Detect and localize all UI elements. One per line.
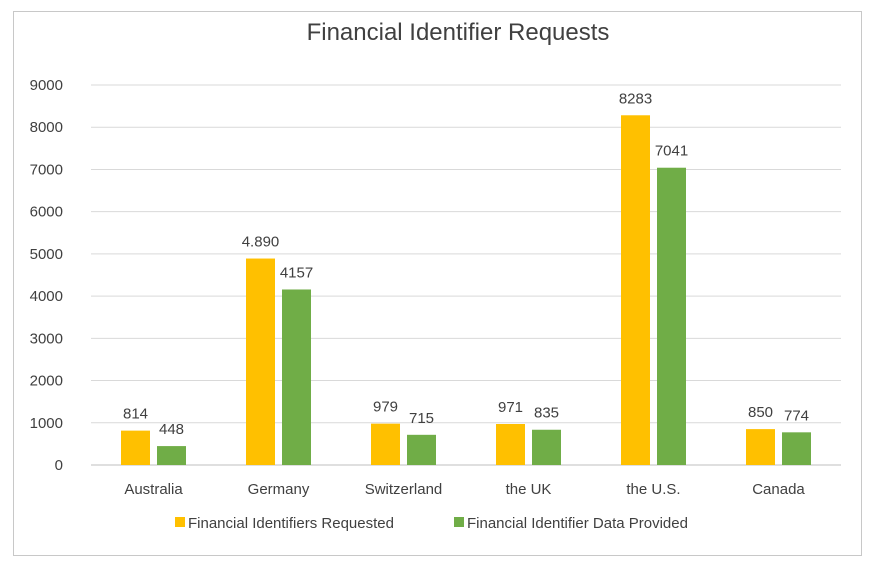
- bar-provided: [782, 432, 811, 465]
- y-axis-ticks: 0 1000 2000 3000 4000 5000 6000 7000 8000 9000: [30, 77, 63, 474]
- data-label: 4157: [280, 264, 313, 281]
- data-label: 835: [534, 405, 559, 422]
- data-label: 774: [784, 407, 809, 424]
- y-tick-label: 5000: [30, 246, 63, 263]
- data-label: 715: [409, 410, 434, 427]
- y-tick-label: 0: [55, 457, 63, 474]
- data-label: 4.890: [242, 234, 280, 251]
- x-category-label: Australia: [124, 481, 183, 498]
- bar-requested: [496, 424, 525, 465]
- bar-requested: [121, 430, 150, 465]
- data-label: 448: [159, 421, 184, 438]
- bar-requested: [246, 258, 275, 465]
- gridlines: [91, 84, 841, 466]
- data-label: 8283: [619, 90, 652, 107]
- legend-swatch: [175, 517, 185, 527]
- x-category-label: the U.S.: [626, 481, 680, 498]
- y-tick-label: 9000: [30, 77, 63, 94]
- legend-swatch: [454, 517, 464, 527]
- data-label: 850: [748, 404, 773, 421]
- x-category-label: the UK: [506, 481, 552, 498]
- data-label: 971: [498, 399, 523, 416]
- data-label: 7041: [655, 143, 688, 160]
- bar-provided: [532, 429, 561, 465]
- bar-provided: [407, 434, 436, 465]
- x-category-label: Germany: [248, 481, 310, 498]
- legend-label: Financial Identifiers Requested: [188, 515, 394, 532]
- bar-provided: [157, 446, 186, 465]
- bar-requested: [371, 423, 400, 465]
- y-tick-label: 4000: [30, 288, 63, 305]
- bar-requested: [621, 115, 650, 466]
- y-tick-label: 7000: [30, 161, 63, 178]
- y-tick-label: 1000: [30, 415, 63, 432]
- x-category-label: Switzerland: [365, 481, 443, 498]
- y-tick-label: 6000: [30, 204, 63, 221]
- y-tick-label: 3000: [30, 330, 63, 347]
- legend-label: Financial Identifier Data Provided: [467, 515, 688, 532]
- data-label: 814: [123, 406, 148, 423]
- bar-provided: [657, 167, 686, 466]
- x-category-label: Canada: [752, 481, 805, 498]
- y-tick-label: 2000: [30, 373, 63, 390]
- bar-requested: [746, 429, 775, 465]
- bar-provided: [282, 289, 311, 465]
- legend: Financial Identifiers Requested Financial…: [175, 515, 688, 532]
- x-axis-categories: Australia Germany Switzerland the UK the U.S…: [124, 481, 805, 498]
- chart-title: Financial Identifier Requests: [307, 19, 610, 46]
- y-tick-label: 8000: [30, 119, 63, 136]
- data-label: 979: [373, 399, 398, 416]
